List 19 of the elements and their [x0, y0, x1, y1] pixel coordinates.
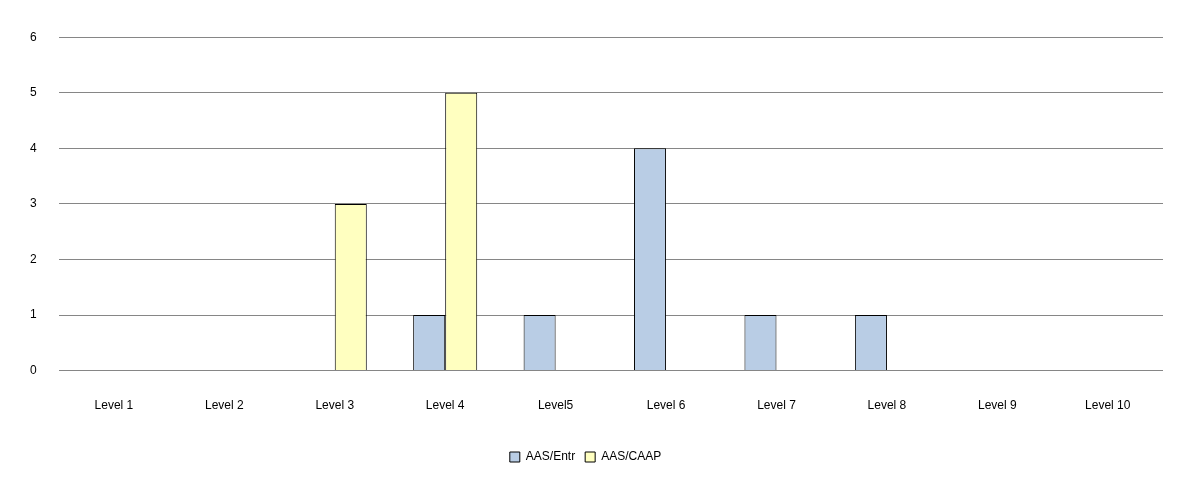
- legend-label: AAS/Entr: [525, 449, 576, 464]
- y-tick-label: 3: [29, 196, 37, 211]
- y-tick-label: 6: [29, 29, 37, 44]
- legend-label: AAS/CAAP: [601, 449, 662, 464]
- x-tick-label: Level5: [537, 398, 574, 413]
- x-tick-label: Level 9: [978, 398, 1018, 413]
- x-tick-label: Level 3: [315, 398, 355, 413]
- y-tick-label: 5: [29, 85, 37, 100]
- y-tick-label: 2: [29, 251, 37, 266]
- x-tick-label: Level 2: [204, 398, 244, 413]
- y-tick-label: 0: [29, 362, 37, 377]
- x-tick-label: Level 6: [646, 398, 686, 413]
- x-tick-label: Level 10: [1085, 398, 1131, 413]
- x-tick-label: Level 1: [94, 398, 134, 413]
- y-tick-label: 4: [29, 140, 37, 155]
- x-tick-label: Level 8: [867, 398, 907, 413]
- x-tick-label: Level 7: [757, 398, 797, 413]
- x-tick-label: Level 4: [425, 398, 465, 413]
- y-tick-label: 1: [29, 307, 37, 322]
